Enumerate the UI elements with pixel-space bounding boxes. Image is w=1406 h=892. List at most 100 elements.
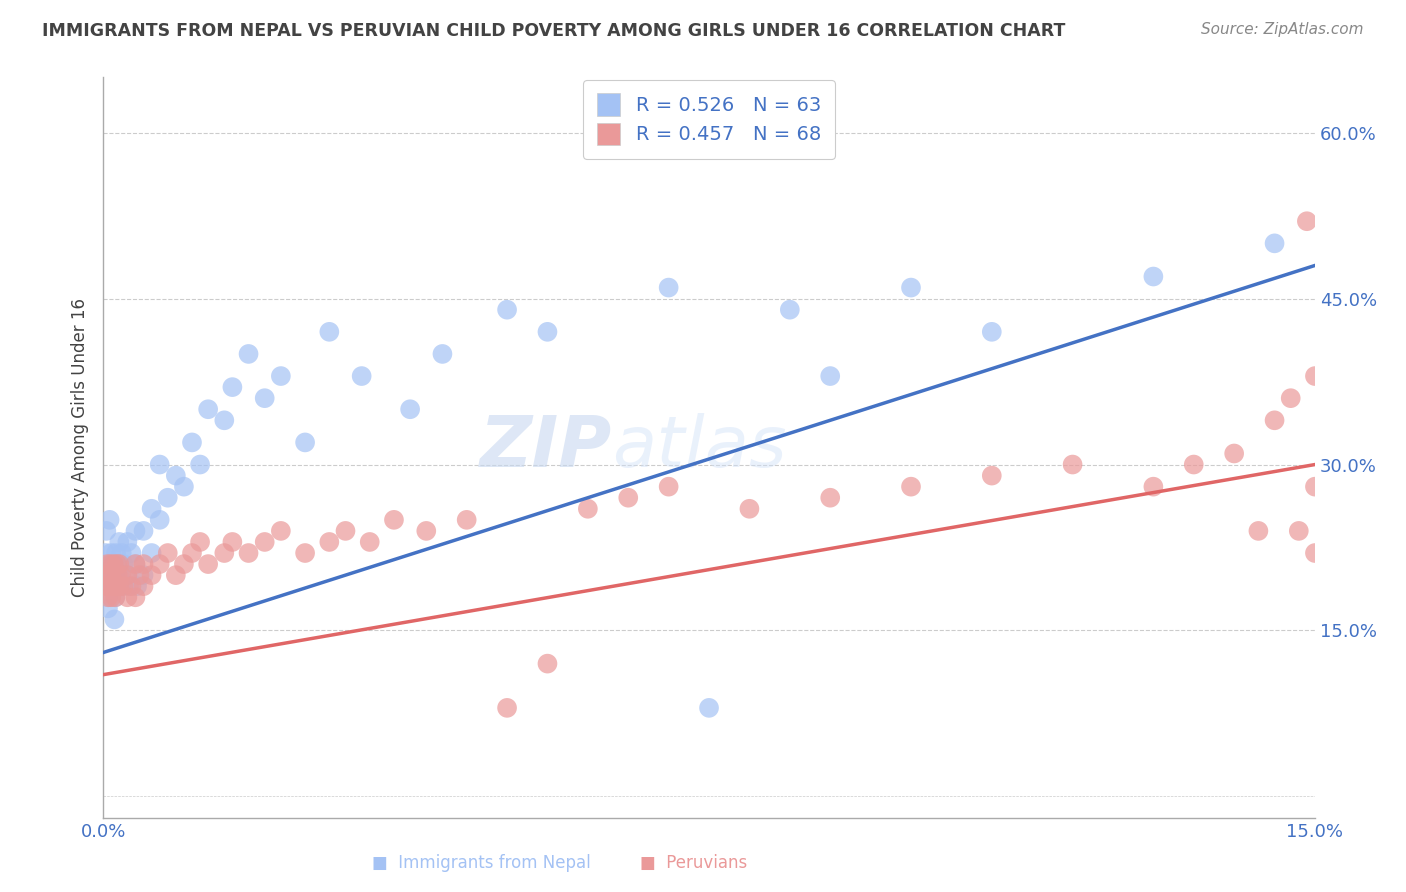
Point — [101, 579, 124, 593]
Text: atlas: atlas — [612, 414, 787, 483]
Point — [98, 579, 121, 593]
Point — [181, 546, 204, 560]
Point — [100, 568, 122, 582]
Point — [117, 568, 139, 582]
Point — [118, 579, 141, 593]
Point — [900, 280, 922, 294]
Point — [221, 535, 243, 549]
Point — [93, 579, 115, 593]
Point — [96, 579, 118, 593]
Point — [1142, 480, 1164, 494]
Point — [125, 579, 148, 593]
Point — [576, 501, 599, 516]
Point — [270, 369, 292, 384]
Point — [141, 501, 163, 516]
Point — [108, 568, 131, 582]
Point — [107, 557, 129, 571]
Point — [117, 591, 139, 605]
Point — [1288, 524, 1310, 538]
Point — [105, 579, 128, 593]
Point — [107, 568, 129, 582]
Text: ■  Peruvians: ■ Peruvians — [619, 855, 747, 872]
Point — [173, 557, 195, 571]
Point — [97, 591, 120, 605]
Point — [496, 302, 519, 317]
Point — [818, 491, 841, 505]
Point — [98, 513, 121, 527]
Point — [101, 579, 124, 593]
Point — [253, 391, 276, 405]
Point — [103, 557, 125, 571]
Point — [156, 546, 179, 560]
Point — [238, 546, 260, 560]
Point — [697, 701, 720, 715]
Point — [97, 601, 120, 615]
Point — [112, 557, 135, 571]
Point — [98, 557, 121, 571]
Text: Source: ZipAtlas.com: Source: ZipAtlas.com — [1201, 22, 1364, 37]
Point — [149, 458, 172, 472]
Point — [104, 591, 127, 605]
Point — [188, 535, 211, 549]
Point — [335, 524, 357, 538]
Point — [100, 546, 122, 560]
Point — [1295, 214, 1317, 228]
Text: ■  Immigrants from Nepal: ■ Immigrants from Nepal — [371, 855, 591, 872]
Point — [97, 591, 120, 605]
Point — [658, 480, 681, 494]
Point — [132, 568, 155, 582]
Point — [1303, 369, 1326, 384]
Point — [100, 579, 122, 593]
Point — [294, 435, 316, 450]
Point — [181, 435, 204, 450]
Point — [117, 535, 139, 549]
Point — [1062, 458, 1084, 472]
Point — [1142, 269, 1164, 284]
Point — [132, 557, 155, 571]
Point — [318, 535, 340, 549]
Point — [120, 579, 142, 593]
Point — [110, 579, 132, 593]
Point — [536, 325, 558, 339]
Point — [496, 701, 519, 715]
Point — [104, 591, 127, 605]
Point — [1303, 546, 1326, 560]
Point — [117, 568, 139, 582]
Point — [658, 280, 681, 294]
Point — [1182, 458, 1205, 472]
Point — [124, 524, 146, 538]
Point — [124, 591, 146, 605]
Point — [132, 524, 155, 538]
Point — [900, 480, 922, 494]
Point — [97, 568, 120, 582]
Point — [111, 546, 134, 560]
Point — [399, 402, 422, 417]
Point — [536, 657, 558, 671]
Point — [108, 535, 131, 549]
Point — [456, 513, 478, 527]
Point — [1264, 236, 1286, 251]
Point — [132, 579, 155, 593]
Point — [359, 535, 381, 549]
Point — [156, 491, 179, 505]
Y-axis label: Child Poverty Among Girls Under 16: Child Poverty Among Girls Under 16 — [72, 299, 89, 598]
Point — [100, 591, 122, 605]
Point — [318, 325, 340, 339]
Point — [110, 568, 132, 582]
Point — [108, 557, 131, 571]
Text: IMMIGRANTS FROM NEPAL VS PERUVIAN CHILD POVERTY AMONG GIRLS UNDER 16 CORRELATION: IMMIGRANTS FROM NEPAL VS PERUVIAN CHILD … — [42, 22, 1066, 40]
Point — [149, 513, 172, 527]
Point — [1247, 524, 1270, 538]
Point — [432, 347, 454, 361]
Point — [617, 491, 640, 505]
Point — [105, 579, 128, 593]
Point — [818, 369, 841, 384]
Point — [382, 513, 405, 527]
Point — [294, 546, 316, 560]
Point — [173, 480, 195, 494]
Point — [221, 380, 243, 394]
Point — [1279, 391, 1302, 405]
Point — [96, 568, 118, 582]
Point — [108, 579, 131, 593]
Point — [103, 557, 125, 571]
